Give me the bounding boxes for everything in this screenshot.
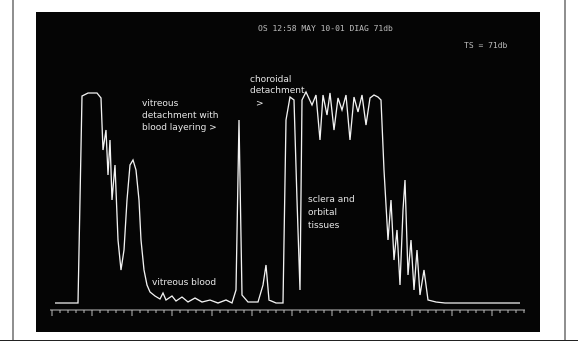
annotation: tissues — [308, 221, 340, 231]
annotation: choroidal — [250, 75, 291, 85]
screenshot: OS 12:58 MAY 10-01 DIAG 71db TS = 71db v… — [0, 0, 578, 349]
annotation: vitreous — [142, 99, 179, 109]
header-line: OS 12:58 MAY 10-01 DIAG 71db — [258, 24, 393, 33]
annotation: detachment — [250, 86, 305, 96]
annotation: sclera and — [308, 195, 355, 205]
header-line: TS = 71db — [464, 41, 508, 50]
annotation: > — [256, 99, 264, 109]
page: OS 12:58 MAY 10-01 DIAG 71db TS = 71db v… — [0, 0, 578, 349]
annotation: vitreous blood — [152, 278, 216, 288]
annotation: detachment with — [142, 111, 218, 121]
annotation: blood layering > — [142, 123, 217, 133]
annotation: orbital — [308, 208, 337, 218]
